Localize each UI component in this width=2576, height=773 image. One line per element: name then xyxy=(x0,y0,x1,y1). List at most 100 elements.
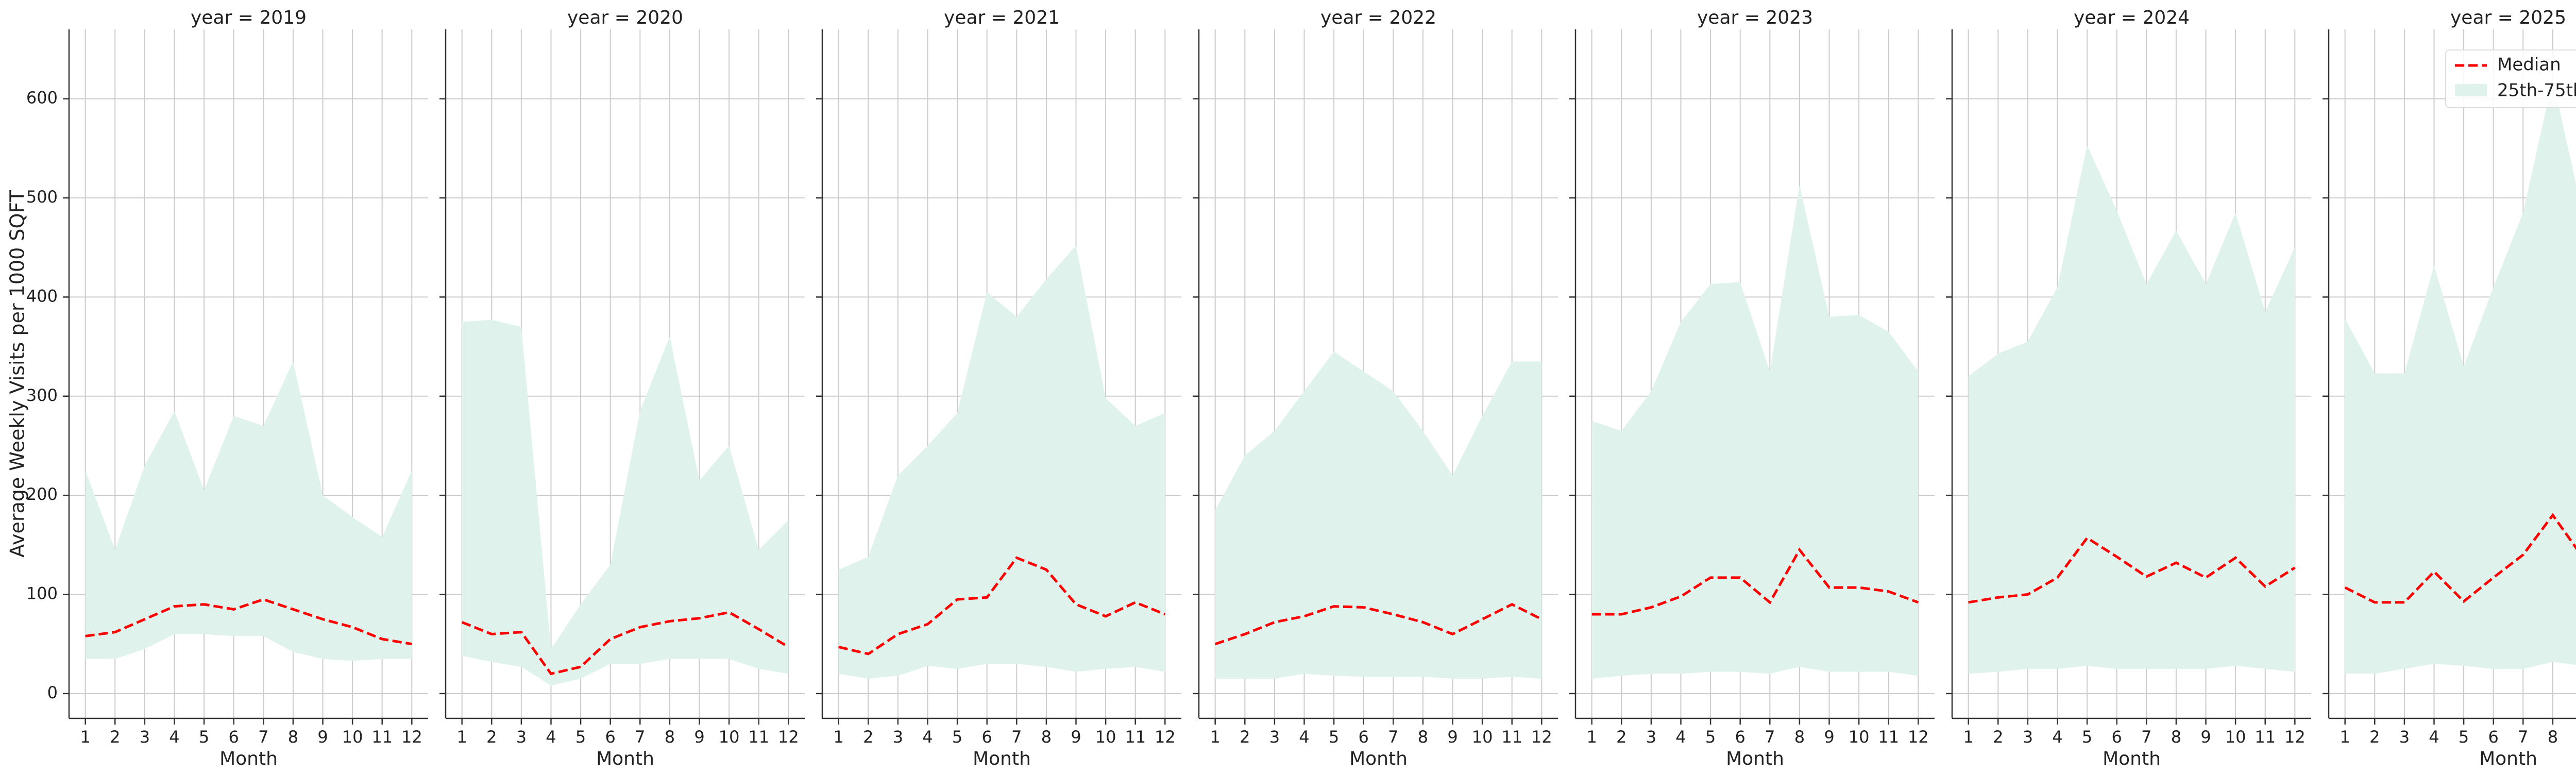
x-tick-label: 12 xyxy=(1908,727,1929,747)
x-tick-label: 8 xyxy=(288,727,298,747)
x-tick-label: 6 xyxy=(2112,727,2122,747)
median-line xyxy=(1591,547,1919,616)
median-line xyxy=(2344,513,2576,604)
x-tick-label: 9 xyxy=(1447,727,1458,747)
facet-title: year = 2022 xyxy=(1320,7,1436,28)
percentile-band xyxy=(838,245,1165,679)
x-tick-label: 2 xyxy=(2369,727,2380,747)
x-tick-label: 2 xyxy=(1993,727,2003,747)
x-tick-label: 8 xyxy=(2171,727,2181,747)
percentile-band xyxy=(1215,351,1542,679)
y-tick-label: 500 xyxy=(26,187,58,207)
x-tick-label: 1 xyxy=(1587,727,1597,747)
x-tick-label: 6 xyxy=(1735,727,1745,747)
facet-title: year = 2025 xyxy=(2450,7,2566,28)
x-tick-label: 2 xyxy=(110,727,120,747)
x-tick-label: 11 xyxy=(1125,727,1146,747)
x-tick-label: 7 xyxy=(1765,727,1775,747)
x-tick-label: 10 xyxy=(1472,727,1493,747)
facet-title: year = 2023 xyxy=(1697,7,1813,28)
x-tick-label: 6 xyxy=(1359,727,1369,747)
x-tick-label: 4 xyxy=(1675,727,1686,747)
x-tick-label: 11 xyxy=(1501,727,1522,747)
x-tick-label: 2 xyxy=(1240,727,1250,747)
x-tick-label: 1 xyxy=(834,727,844,747)
y-axis-label: Average Weekly Visits per 1000 SQFT xyxy=(6,190,29,557)
x-tick-label: 10 xyxy=(719,727,740,747)
legend-swatch xyxy=(2455,84,2487,96)
x-tick-label: 10 xyxy=(2225,727,2246,747)
y-tick-label: 300 xyxy=(26,385,58,405)
x-tick-label: 7 xyxy=(1011,727,1022,747)
facet-title: year = 2020 xyxy=(567,7,683,28)
x-tick-label: 8 xyxy=(665,727,675,747)
x-axis-label: Month xyxy=(219,748,278,769)
x-tick-label: 4 xyxy=(1299,727,1309,747)
x-tick-label: 5 xyxy=(2082,727,2092,747)
x-tick-label: 7 xyxy=(2141,727,2151,747)
x-tick-label: 10 xyxy=(342,727,363,747)
x-tick-label: 12 xyxy=(778,727,799,747)
x-tick-label: 8 xyxy=(1041,727,1052,747)
x-tick-label: 6 xyxy=(229,727,239,747)
percentile-band xyxy=(85,361,412,661)
x-tick-label: 7 xyxy=(2518,727,2528,747)
median-line xyxy=(1968,536,2296,604)
percentile-band xyxy=(1591,185,1919,679)
x-tick-label: 10 xyxy=(1849,727,1870,747)
x-tick-label: 7 xyxy=(258,727,268,747)
legend-label: Median xyxy=(2497,55,2561,75)
x-axis-label: Month xyxy=(596,748,654,769)
x-tick-label: 5 xyxy=(199,727,209,747)
x-tick-label: 9 xyxy=(1071,727,1081,747)
y-tick-label: 200 xyxy=(26,484,58,504)
x-tick-label: 8 xyxy=(1794,727,1805,747)
x-tick-label: 12 xyxy=(401,727,422,747)
y-tick-label: 600 xyxy=(26,88,58,108)
x-tick-label: 8 xyxy=(1418,727,1428,747)
x-tick-label: 5 xyxy=(952,727,962,747)
y-tick-label: 0 xyxy=(47,683,58,702)
x-tick-label: 3 xyxy=(1646,727,1656,747)
x-axis-label: Month xyxy=(973,748,1031,769)
facet-title: year = 2024 xyxy=(2074,7,2190,28)
x-tick-label: 2 xyxy=(486,727,497,747)
y-tick-label: 100 xyxy=(26,584,58,603)
x-tick-label: 1 xyxy=(80,727,91,747)
x-tick-label: 9 xyxy=(2200,727,2211,747)
x-tick-label: 11 xyxy=(748,727,769,747)
x-tick-label: 1 xyxy=(457,727,467,747)
x-tick-label: 3 xyxy=(516,727,527,747)
x-tick-label: 3 xyxy=(1269,727,1280,747)
x-tick-label: 12 xyxy=(1531,727,1552,747)
median-line xyxy=(1214,602,1543,646)
x-tick-label: 11 xyxy=(2255,727,2276,747)
x-tick-label: 4 xyxy=(546,727,556,747)
x-tick-label: 9 xyxy=(317,727,328,747)
x-tick-label: 11 xyxy=(371,727,393,747)
x-tick-label: 7 xyxy=(1388,727,1398,747)
percentile-band xyxy=(2345,79,2576,674)
x-tick-label: 5 xyxy=(575,727,586,747)
median-line xyxy=(85,598,412,646)
x-tick-label: 10 xyxy=(1095,727,1116,747)
x-tick-label: 3 xyxy=(140,727,150,747)
x-tick-label: 9 xyxy=(694,727,704,747)
legend: Median 25th-75th Percentile xyxy=(2445,49,2576,108)
x-tick-label: 1 xyxy=(1210,727,1221,747)
x-tick-label: 12 xyxy=(1155,727,1176,747)
x-tick-label: 9 xyxy=(1824,727,1834,747)
x-axis-label: Month xyxy=(2103,748,2161,769)
x-axis-label: Month xyxy=(1726,748,1784,769)
x-tick-label: 8 xyxy=(2548,727,2558,747)
x-tick-label: 6 xyxy=(2488,727,2499,747)
percentile-band xyxy=(462,320,789,686)
x-tick-label: 12 xyxy=(2284,727,2306,747)
x-tick-label: 6 xyxy=(605,727,616,747)
x-axis-label: Month xyxy=(1349,748,1408,769)
x-tick-label: 4 xyxy=(2429,727,2439,747)
x-tick-label: 11 xyxy=(1878,727,1899,747)
median-line xyxy=(461,611,789,676)
